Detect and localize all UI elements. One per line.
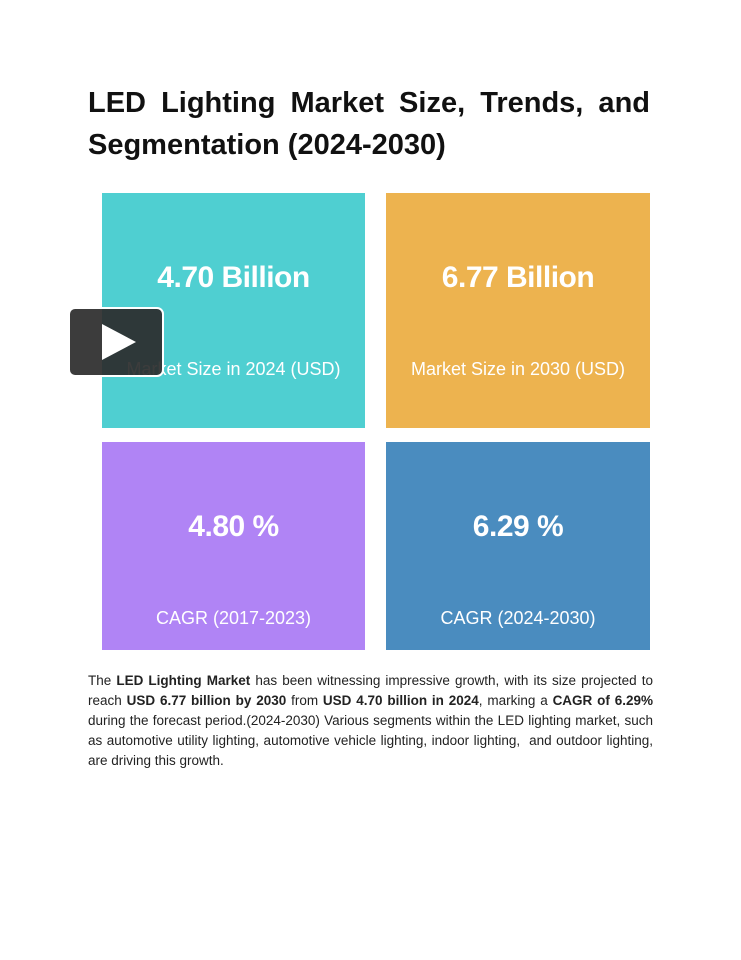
stat-label: CAGR (2024-2030) (440, 608, 596, 628)
stat-tile: 6.77 Billion Market Size in 2030 (USD) (386, 193, 650, 428)
stat-tile: 4.80 % CAGR (2017-2023) (102, 442, 365, 650)
play-icon[interactable] (102, 324, 136, 360)
stat-label: CAGR (2017-2023) (155, 608, 312, 628)
stat-label: Market Size in 2030 (USD) (410, 359, 626, 379)
title: LED Lighting Market Size, Trends, and Se… (88, 87, 650, 161)
play-button[interactable] (68, 307, 164, 377)
stat-tile: 6.29 % CAGR (2024-2030) (386, 442, 650, 650)
bold-text: USD 6.77 billion by 2030 (126, 693, 287, 708)
text: , marking a (478, 693, 553, 708)
stat-value: 4.70 Billion (157, 261, 310, 294)
bold-text: LED Lighting Market (116, 673, 251, 688)
text: during the forecast period.(2024-2030) V… (88, 693, 657, 768)
stat-label: Market Size in 2024 (USD) (126, 359, 341, 379)
bold-text: USD 4.70 billion in 2024 (322, 693, 479, 708)
stat-value: 6.29 % (472, 510, 564, 543)
stat-value: 6.77 Billion (441, 261, 595, 294)
paragraph: The LED Lighting Market has been witness… (88, 671, 653, 771)
stat-value: 4.80 % (188, 510, 279, 543)
text: has been witnessing impressive growth, w… (88, 673, 657, 708)
text: from (286, 693, 323, 708)
text: The (88, 673, 117, 688)
bold-text: CAGR of 6.29% (552, 693, 653, 708)
